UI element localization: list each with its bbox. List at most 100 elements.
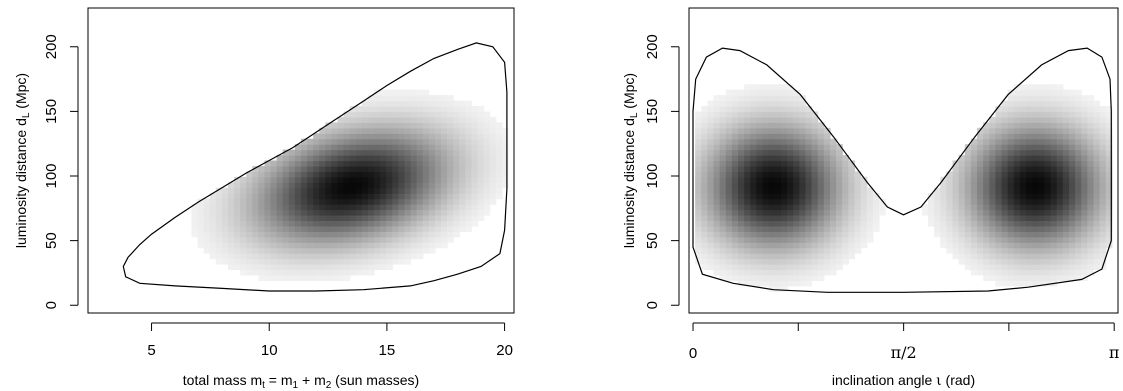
heat-cell xyxy=(793,176,800,183)
heat-cell xyxy=(1099,220,1107,227)
heat-cell xyxy=(793,253,800,260)
heat-cell xyxy=(234,231,241,238)
heat-cell xyxy=(215,209,223,216)
heat-cell xyxy=(1026,144,1033,151)
heat-cell xyxy=(1056,111,1064,118)
heat-cell xyxy=(1038,138,1046,145)
heat-cell xyxy=(817,155,825,162)
heat-cell xyxy=(343,176,351,183)
heat-cell xyxy=(695,160,702,167)
heat-cell xyxy=(270,165,278,172)
heat-cell xyxy=(750,204,758,211)
heat-cell xyxy=(1068,127,1076,134)
heat-cell xyxy=(1038,269,1046,276)
heat-cell xyxy=(964,176,972,183)
heat-cell xyxy=(848,225,856,232)
heat-cell xyxy=(416,165,424,172)
heat-cell xyxy=(428,149,436,156)
heat-cell xyxy=(367,165,375,172)
heat-cell xyxy=(227,242,235,249)
heat-cell xyxy=(313,236,320,243)
heat-cell xyxy=(422,204,430,211)
heat-cell xyxy=(756,89,764,96)
heat-cell xyxy=(477,127,485,134)
heat-cell xyxy=(707,155,715,162)
heat-cell xyxy=(331,220,339,227)
heat-cell xyxy=(695,171,702,178)
heat-cell xyxy=(725,274,733,281)
heat-cell xyxy=(386,144,393,151)
heat-cell xyxy=(762,263,770,271)
heat-cell xyxy=(756,138,764,145)
heat-cell xyxy=(404,220,412,227)
heat-cell xyxy=(355,116,363,123)
heat-cell xyxy=(940,236,947,243)
heat-cell xyxy=(823,149,831,156)
heat-cell xyxy=(392,187,399,194)
heat-cell xyxy=(762,280,770,287)
heat-cell xyxy=(355,122,363,129)
heat-cell xyxy=(1007,171,1015,178)
heat-cell xyxy=(1044,225,1052,232)
heat-cell xyxy=(483,111,491,118)
heat-cell xyxy=(367,160,375,167)
heat-cell xyxy=(392,111,399,118)
heat-cell xyxy=(750,127,758,134)
heat-cell xyxy=(465,204,472,211)
heat-cell xyxy=(319,187,326,194)
heat-cell xyxy=(1050,133,1058,140)
heat-cell xyxy=(288,209,296,216)
heat-cell xyxy=(805,225,813,232)
heat-cell xyxy=(744,84,751,91)
heat-cell xyxy=(465,214,472,222)
heat-cell xyxy=(1093,236,1101,243)
heat-cell xyxy=(725,176,733,183)
heat-cell xyxy=(325,187,333,194)
heat-cell xyxy=(422,138,430,145)
heat-cell xyxy=(1105,182,1113,189)
heat-cell xyxy=(1038,280,1046,287)
heat-cell xyxy=(307,269,314,276)
heat-cell xyxy=(793,220,800,227)
heat-cell xyxy=(197,231,205,238)
heat-cell xyxy=(1068,165,1076,172)
heat-cell xyxy=(1081,111,1088,118)
heat-cell xyxy=(398,176,406,183)
heat-cell xyxy=(1019,220,1027,227)
heat-cell xyxy=(325,198,333,205)
heat-cell xyxy=(459,171,466,178)
heat-cell xyxy=(434,127,442,134)
heat-cell xyxy=(313,133,320,140)
heat-cell xyxy=(989,231,997,238)
heat-cell xyxy=(983,165,990,172)
heat-cell xyxy=(1044,242,1052,249)
heat-cell xyxy=(1026,149,1033,156)
heat-cell xyxy=(1050,160,1058,167)
y-tick-label: 50 xyxy=(644,232,661,249)
heat-cell xyxy=(416,187,424,194)
heat-cell xyxy=(774,204,782,211)
heat-cell xyxy=(1026,225,1033,232)
heat-cell xyxy=(829,176,837,183)
heat-cell xyxy=(215,247,223,254)
heat-cell xyxy=(1068,182,1076,189)
heat-cell xyxy=(459,149,466,156)
heat-cell xyxy=(1001,247,1009,254)
heat-cell xyxy=(1032,253,1039,260)
heat-cell xyxy=(313,193,320,200)
heat-cell xyxy=(1038,116,1046,123)
heat-cell xyxy=(398,100,406,107)
heat-cell xyxy=(361,122,369,129)
heat-cell xyxy=(780,176,788,183)
heat-cell xyxy=(337,176,345,183)
heat-cell xyxy=(434,100,442,107)
heat-cell xyxy=(1026,274,1033,281)
heat-cell xyxy=(428,198,436,205)
heat-cell xyxy=(1075,182,1082,189)
heat-cell xyxy=(234,263,241,271)
heat-cell xyxy=(465,155,472,162)
heat-cell xyxy=(731,106,739,113)
heat-cell xyxy=(355,171,363,178)
heat-cell xyxy=(983,176,990,183)
heat-cell xyxy=(768,247,776,254)
